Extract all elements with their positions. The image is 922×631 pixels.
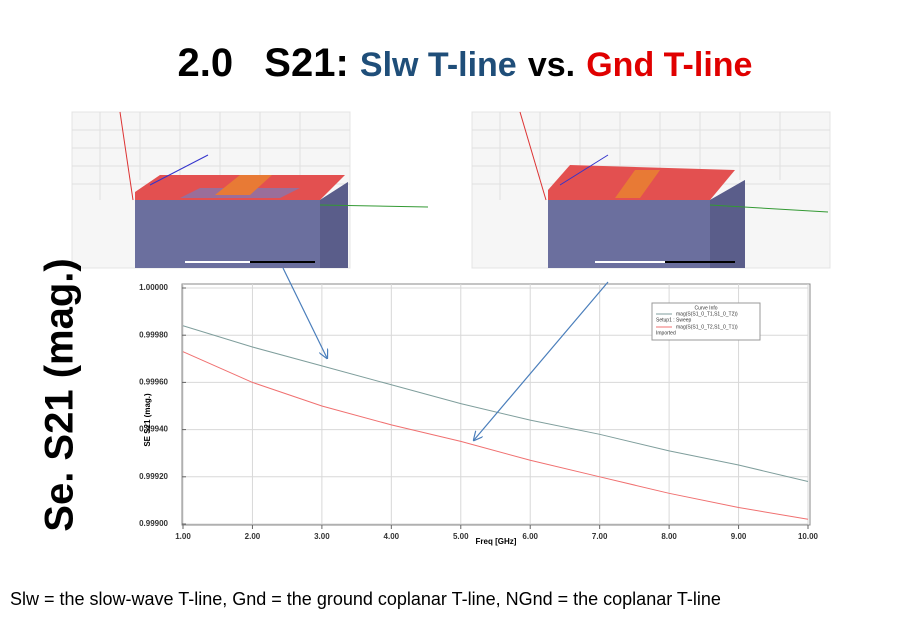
x-axis-label: Freq [GHz] [476,537,517,546]
x-tick-label: 7.00 [592,532,608,541]
y-tick-label: 1.00000 [139,283,168,292]
side-label: Se. S21 (mag.) [38,258,82,531]
legend-title: Curve Info [694,305,717,311]
legend-entry: mag(S(S1_0_T2,S1_0_T1)) [676,324,738,330]
y-axis-label: SE S21 (mag.) [143,393,152,447]
x-tick-label: 4.00 [384,532,400,541]
legend-source: Setup1 : Sweep [656,317,692,323]
slw-model-image [71,111,429,269]
x-tick-label: 3.00 [314,532,330,541]
x-tick-label: 6.00 [522,532,538,541]
y-tick-label: 0.99960 [139,378,168,387]
gnd-model-image [471,111,831,269]
title-joiner: vs. [528,46,575,84]
y-tick-label: 0.99940 [139,425,168,434]
title-metric: S21: [264,41,349,85]
title-second: Gnd T-line [586,46,752,84]
y-tick-label: 0.99980 [139,330,168,339]
x-tick-label: 8.00 [661,532,677,541]
x-tick-label: 1.00 [175,532,191,541]
legend-source: Imported [656,330,676,336]
legend-entry: mag(S(S1_0_T1,S1_0_T2)) [676,311,738,317]
footnote: Slw = the slow-wave T-line, Gnd = the gr… [10,589,721,609]
y-tick-label: 0.99920 [139,472,168,481]
annotation-arrows [282,267,609,440]
title-first: Slw T-line [360,46,517,84]
x-tick-label: 10.00 [798,532,819,541]
x-tick-label: 5.00 [453,532,469,541]
title-number: 2.0 [178,41,234,85]
slide-title: 2.0 S21: Slw T-line vs. Gnd T-line [178,41,753,85]
series-line [182,325,809,483]
series-line [182,351,809,520]
legend: Curve Info mag(S(S1_0_T1,S1_0_T2)) Setup… [651,302,761,341]
x-tick-label: 9.00 [731,532,747,541]
x-tick-label: 2.00 [245,532,261,541]
plot-area: 0.99900 0.99920 0.99940 0.99960 0.99980 1.000… [139,283,818,541]
y-tick-label: 0.99900 [139,519,168,528]
